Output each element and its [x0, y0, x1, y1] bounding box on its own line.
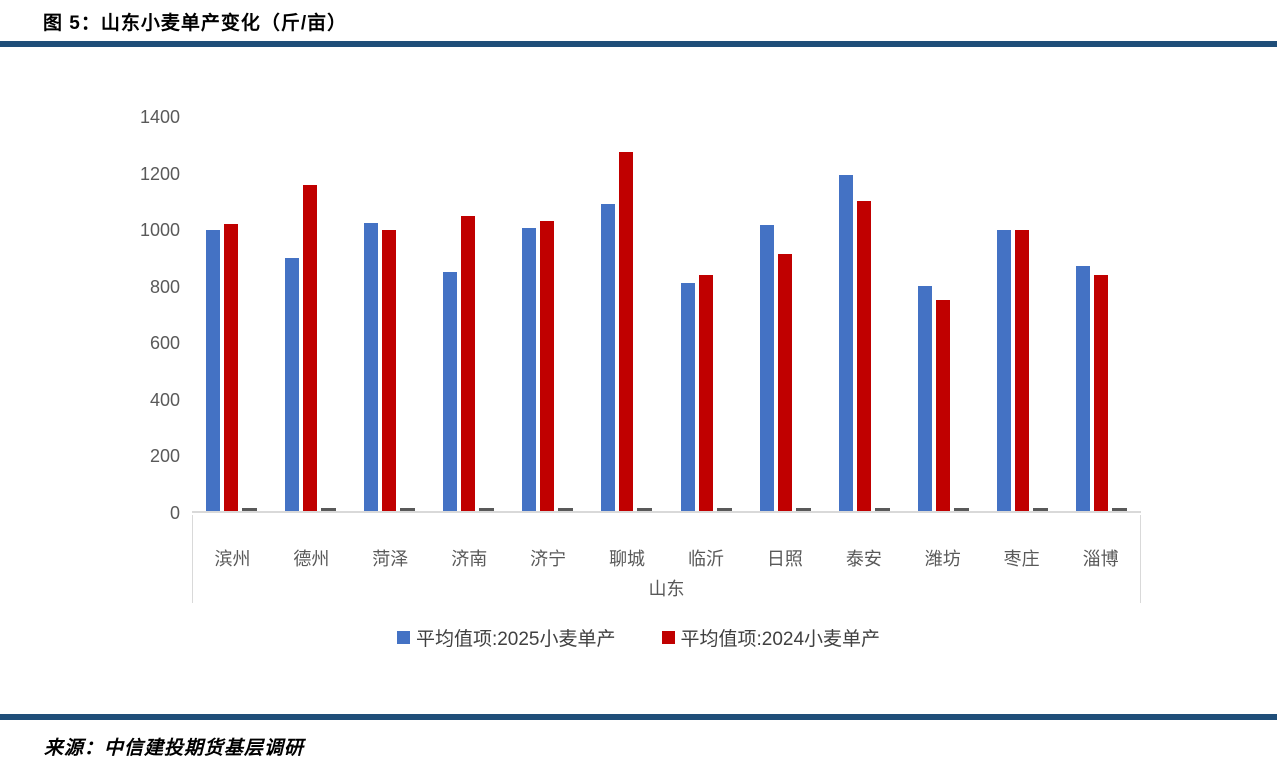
bar-2024-德州 — [303, 184, 318, 511]
bar-group-临沂 — [666, 117, 745, 511]
gray-dash-bar-日照 — [795, 508, 811, 511]
bar-2025-德州 — [285, 257, 300, 511]
bar-2025-潍坊 — [917, 285, 932, 511]
category-label-日照: 日照 — [766, 549, 803, 569]
bar-group-济南 — [429, 117, 508, 511]
gray-dash-bar-淄博 — [1111, 508, 1127, 511]
category-label-德州: 德州 — [293, 549, 330, 569]
y-tick-label: 600 — [149, 333, 180, 354]
category-label-淄博: 淄博 — [1082, 549, 1119, 569]
bar-group-枣庄 — [983, 117, 1062, 511]
top-divider-rule — [0, 41, 1277, 47]
plot-area — [192, 117, 1141, 513]
gray-dash-bar-菏泽 — [400, 508, 416, 511]
bar-2025-济宁 — [522, 228, 537, 511]
category-axis-box: 滨州 德州 菏泽 济南 济宁 聊城 临沂 日照 泰安 潍坊 枣庄 淄博 山东 — [192, 515, 1141, 603]
category-label-潍坊: 潍坊 — [924, 549, 961, 569]
legend-item-2025: 平均值项:2025小麦单产 — [396, 624, 616, 651]
gray-dash-bar-济宁 — [558, 508, 574, 511]
figure-title: 图 5：山东小麦单产变化（斤/亩） — [43, 13, 348, 34]
x-axis-title: 山东 — [648, 579, 685, 599]
category-label-泰安: 泰安 — [845, 549, 882, 569]
bar-2025-滨州 — [206, 229, 221, 511]
gray-dash-bar-德州 — [321, 508, 337, 511]
category-label-菏泽: 菏泽 — [372, 549, 409, 569]
gray-dash-bar-枣庄 — [1032, 508, 1048, 511]
legend-swatch-icon — [396, 631, 410, 644]
bar-group-聊城 — [587, 117, 666, 511]
y-tick-label: 0 — [169, 503, 180, 523]
y-tick-label: 1000 — [139, 220, 180, 241]
bar-group-菏泽 — [350, 117, 429, 511]
bar-group-济宁 — [508, 117, 587, 511]
bar-group-淄博 — [1062, 117, 1141, 511]
source-line: 来源：中信建投期货基层调研 — [44, 738, 305, 759]
legend: 平均值项:2025小麦单产 平均值项:2024小麦单产 — [0, 624, 1277, 651]
bar-2025-日照 — [759, 225, 774, 511]
bar-group-滨州 — [192, 117, 271, 511]
legend-swatch-icon — [661, 631, 675, 644]
bar-2025-泰安 — [838, 174, 853, 511]
bar-2024-枣庄 — [1014, 229, 1029, 511]
bar-2025-菏泽 — [364, 222, 379, 511]
bar-2024-日照 — [777, 253, 792, 511]
category-label-济南: 济南 — [451, 549, 488, 569]
category-label-聊城: 聊城 — [609, 549, 646, 569]
bar-group-德州 — [271, 117, 350, 511]
y-tick-label: 800 — [149, 276, 180, 297]
y-tick-label: 400 — [149, 389, 180, 410]
category-label-济宁: 济宁 — [530, 549, 567, 569]
bar-2024-济南 — [461, 215, 476, 511]
gray-dash-bar-济南 — [479, 508, 495, 511]
bar-2024-聊城 — [619, 152, 634, 511]
gray-dash-bar-聊城 — [637, 508, 653, 511]
category-label-枣庄: 枣庄 — [1003, 549, 1040, 569]
gray-dash-bar-滨州 — [242, 508, 258, 511]
bar-2024-济宁 — [540, 221, 555, 511]
bar-2024-菏泽 — [382, 229, 397, 511]
bar-group-泰安 — [825, 117, 904, 511]
bar-2025-济南 — [443, 271, 458, 511]
bar-2025-淄博 — [1075, 266, 1090, 511]
bar-2025-枣庄 — [996, 229, 1011, 511]
gray-dash-bar-临沂 — [716, 508, 732, 511]
legend-label: 平均值项:2025小麦单产 — [415, 629, 616, 650]
y-tick-label: 200 — [149, 446, 180, 467]
bar-2024-潍坊 — [935, 299, 950, 511]
bottom-divider-rule — [0, 714, 1277, 720]
bar-group-日照 — [746, 117, 825, 511]
category-label-滨州: 滨州 — [214, 549, 251, 569]
bar-2025-聊城 — [601, 204, 616, 511]
bar-2024-泰安 — [856, 201, 871, 511]
bar-group-潍坊 — [904, 117, 983, 511]
bar-2024-滨州 — [224, 223, 239, 511]
bar-2024-淄博 — [1093, 274, 1108, 511]
legend-label: 平均值项:2024小麦单产 — [680, 629, 881, 650]
y-tick-label: 1400 — [139, 107, 180, 127]
gray-dash-bar-泰安 — [874, 508, 890, 511]
bar-2025-临沂 — [680, 283, 695, 511]
y-tick-label: 1200 — [139, 163, 180, 184]
bar-2024-临沂 — [698, 274, 713, 511]
category-label-临沂: 临沂 — [687, 549, 724, 569]
category-axis: 滨州 德州 菏泽 济南 济宁 聊城 临沂 日照 泰安 潍坊 枣庄 淄博 — [193, 545, 1140, 571]
gray-dash-bar-潍坊 — [953, 508, 969, 511]
legend-item-2024: 平均值项:2024小麦单产 — [661, 624, 881, 651]
